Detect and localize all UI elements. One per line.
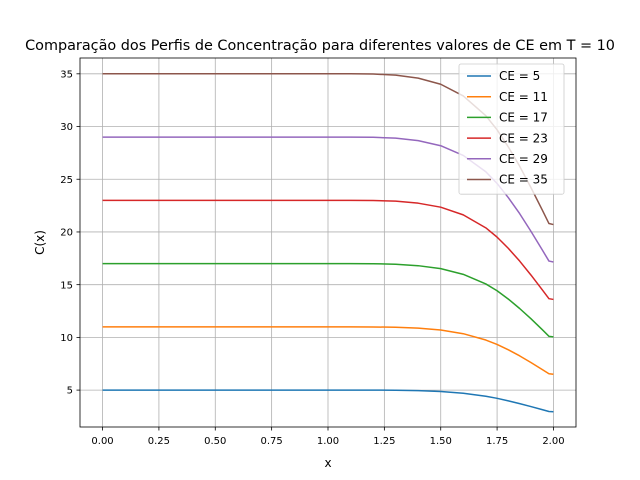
y-tick-label: 25 <box>60 175 73 186</box>
legend-label: CE = 35 <box>499 173 548 187</box>
legend-label: CE = 29 <box>499 152 548 166</box>
y-tick-label: 20 <box>60 228 73 239</box>
y-tick-label: 15 <box>60 280 73 291</box>
x-axis: 0.00 0.25 0.50 0.75 1.00 1.25 1.50 1.75 2.00 <box>91 427 565 447</box>
x-tick-label: 1.75 <box>486 436 508 447</box>
y-tick-label: 35 <box>60 69 73 80</box>
series-line <box>102 389 554 413</box>
x-tick-label: 2.00 <box>542 436 564 447</box>
x-tick-label: 0.50 <box>204 436 226 447</box>
y-tick-label: 5 <box>67 386 73 397</box>
x-axis-label: x <box>324 456 331 470</box>
x-tick-label: 0.25 <box>148 436 170 447</box>
x-tick-label: 1.25 <box>373 436 395 447</box>
y-axis-label: C(x) <box>33 230 47 255</box>
y-tick-label: 10 <box>60 333 73 344</box>
legend: CE = 5 CE = 11 CE = 17 CE = 23 CE = 29 CE = 3… <box>458 63 565 195</box>
x-tick-label: 0.75 <box>261 436 283 447</box>
x-tick-label: 1.00 <box>317 436 339 447</box>
x-tick-label: 0.00 <box>91 436 113 447</box>
legend-label: CE = 17 <box>499 111 548 125</box>
series-line <box>102 326 554 376</box>
x-tick-label: 1.50 <box>430 436 452 447</box>
y-axis: 5 10 15 20 25 30 35 <box>60 69 80 397</box>
legend-label: CE = 11 <box>499 90 548 104</box>
series-line <box>102 136 554 263</box>
y-tick-label: 30 <box>60 122 73 133</box>
legend-label: CE = 5 <box>499 69 540 83</box>
legend-label: CE = 23 <box>499 131 548 145</box>
series-line <box>102 262 554 338</box>
series-line <box>102 199 554 301</box>
chart-title: Comparação dos Perfis de Concentração pa… <box>25 38 615 54</box>
